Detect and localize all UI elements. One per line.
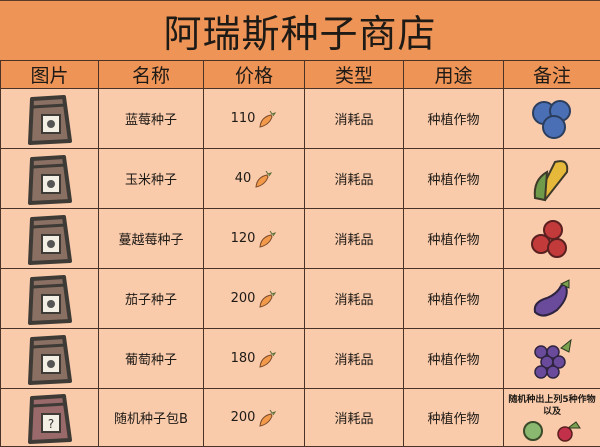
price-value: 110 [231, 111, 256, 126]
item-price: 120 [204, 209, 305, 269]
header-type: 类型 [305, 61, 404, 89]
carrot-icon [257, 108, 277, 130]
radish-icon [556, 420, 582, 442]
item-name: 蔓越莓种子 [99, 209, 204, 269]
blueberry-icon [504, 96, 600, 142]
table-row: 葡萄种子 180 消耗品 种植作物 [1, 329, 600, 389]
item-image [1, 269, 99, 329]
item-use: 种植作物 [404, 209, 504, 269]
header-name: 名称 [99, 61, 204, 89]
table-row: ? 随机种子包B 200 消耗品 种植作物 随机种出上列5种作物以及 [1, 389, 600, 447]
header-image: 图片 [1, 61, 99, 89]
price-value: 180 [231, 351, 256, 366]
table-row: 蔓越莓种子 120 消耗品 种植作物 [1, 209, 600, 269]
price-value: 200 [231, 410, 256, 425]
item-type: 消耗品 [305, 269, 404, 329]
item-image [1, 329, 99, 389]
seed-bag-icon [20, 331, 80, 387]
item-type: 消耗品 [305, 209, 404, 269]
item-note: 随机种出上列5种作物以及 [504, 389, 600, 447]
item-price: 40 [204, 149, 305, 209]
seed-bag-icon [20, 271, 80, 327]
item-use: 种植作物 [404, 389, 504, 447]
item-note [504, 89, 600, 149]
seed-table: 图片 名称 价格 类型 用途 备注 蓝莓种子 110 消耗品 种植作物 玉米种子… [0, 60, 600, 447]
seed-bag-icon [20, 211, 80, 267]
item-name: 茄子种子 [99, 269, 204, 329]
price-value: 120 [231, 231, 256, 246]
seed-bag-icon [20, 91, 80, 147]
carrot-icon [257, 348, 277, 370]
carrot-icon [257, 288, 277, 310]
item-use: 种植作物 [404, 149, 504, 209]
item-price: 110 [204, 89, 305, 149]
artichoke-icon [522, 420, 544, 442]
item-use: 种植作物 [404, 269, 504, 329]
header-note: 备注 [504, 61, 600, 89]
table-header: 图片 名称 价格 类型 用途 备注 [1, 61, 600, 89]
item-price: 200 [204, 269, 305, 329]
item-image [1, 149, 99, 209]
item-type: 消耗品 [305, 329, 404, 389]
carrot-icon [257, 228, 277, 250]
item-type: 消耗品 [305, 149, 404, 209]
price-value: 40 [235, 171, 252, 186]
table-row: 蓝莓种子 110 消耗品 种植作物 [1, 89, 600, 149]
item-type: 消耗品 [305, 89, 404, 149]
item-name: 蓝莓种子 [99, 89, 204, 149]
item-name: 玉米种子 [99, 149, 204, 209]
seed-bag-icon: ? [20, 390, 80, 446]
header-price: 价格 [204, 61, 305, 89]
item-use: 种植作物 [404, 329, 504, 389]
item-image [1, 89, 99, 149]
item-note [504, 209, 600, 269]
table-row: 茄子种子 200 消耗品 种植作物 [1, 269, 600, 329]
svg-text:?: ? [47, 417, 53, 431]
page-title: 阿瑞斯种子商店 [0, 0, 600, 60]
item-image: ? [1, 389, 99, 447]
item-note [504, 329, 600, 389]
carrot-icon [253, 168, 273, 190]
item-price: 180 [204, 329, 305, 389]
eggplant-icon [504, 276, 600, 322]
cranberry-icon [504, 216, 600, 262]
grape-icon [504, 334, 600, 384]
item-price: 200 [204, 389, 305, 447]
price-value: 200 [231, 291, 256, 306]
item-name: 葡萄种子 [99, 329, 204, 389]
table-row: 玉米种子 40 消耗品 种植作物 [1, 149, 600, 209]
header-use: 用途 [404, 61, 504, 89]
item-use: 种植作物 [404, 89, 504, 149]
note-text: 随机种出上列5种作物以及 [504, 394, 600, 418]
item-name: 随机种子包B [99, 389, 204, 447]
item-type: 消耗品 [305, 389, 404, 447]
item-image [1, 209, 99, 269]
seed-bag-icon [20, 151, 80, 207]
corn-icon [504, 154, 600, 204]
carrot-icon [257, 407, 277, 429]
item-note [504, 149, 600, 209]
item-note [504, 269, 600, 329]
